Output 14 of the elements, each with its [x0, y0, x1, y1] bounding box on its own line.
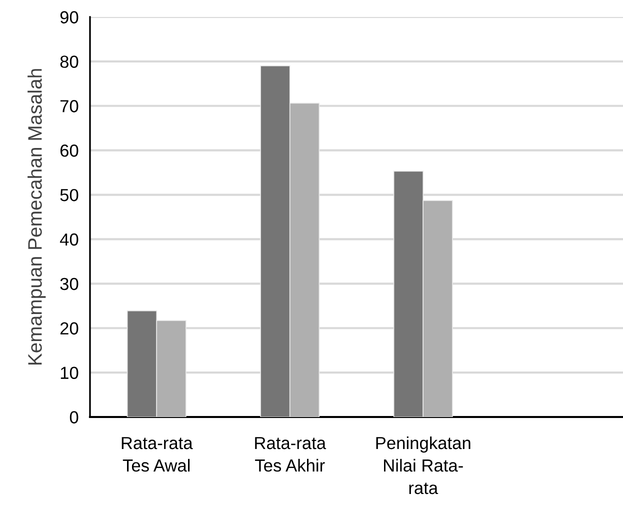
y-tick-label: 80	[60, 56, 78, 68]
y-tick-label: 30	[60, 278, 78, 290]
y-tick-label: 50	[60, 188, 78, 202]
y-tick-label: 20	[60, 322, 78, 335]
y-tick-label: 10	[60, 366, 78, 380]
y-tick-label: 0	[70, 411, 78, 424]
y-tick-label: 40	[60, 233, 78, 246]
y-tick-label: 60	[60, 144, 78, 157]
x-tick-label: Rata-rata Tes Awal	[122, 437, 193, 472]
y-tick-label: 90	[60, 11, 78, 24]
x-tick-label: Rata-rata Tes Akhir	[255, 437, 326, 472]
y-tick-label: 70	[60, 100, 78, 112]
x-tick-label: Peningkatan Nilai Rata- rata	[376, 436, 470, 494]
y-axis-title: Kemampuan Pemecahan Masalah	[28, 69, 46, 365]
